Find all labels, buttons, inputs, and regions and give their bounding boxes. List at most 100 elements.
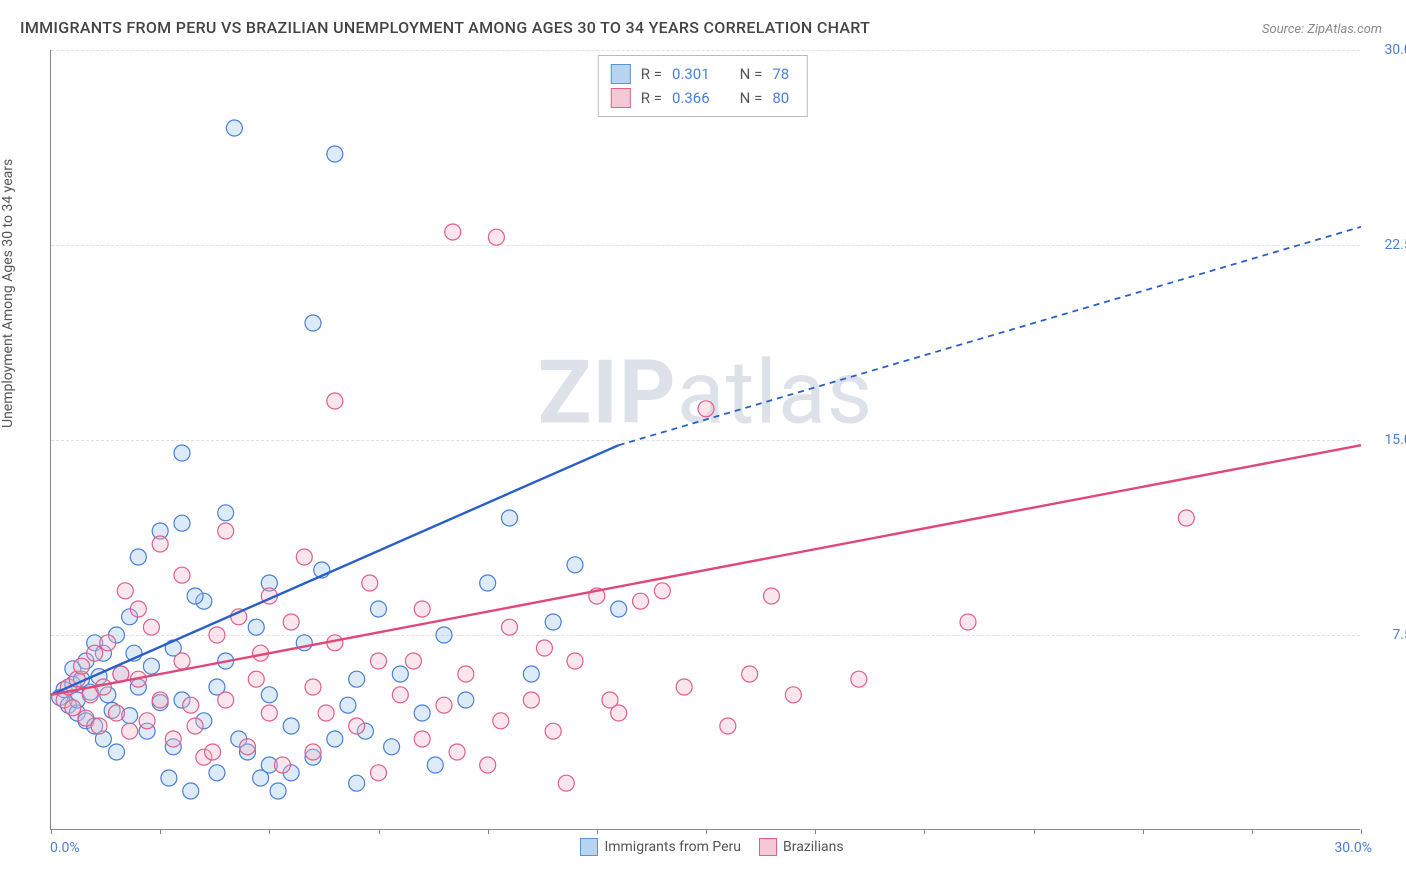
legend-label: Brazilians bbox=[783, 839, 844, 855]
data-point bbox=[545, 723, 561, 739]
data-point bbox=[87, 645, 103, 661]
data-point bbox=[327, 393, 343, 409]
data-point bbox=[480, 757, 496, 773]
data-point bbox=[414, 601, 430, 617]
y-tick-label: 7.5% bbox=[1392, 627, 1406, 643]
data-point bbox=[384, 739, 400, 755]
data-point bbox=[502, 510, 518, 526]
legend-swatch bbox=[611, 88, 631, 108]
data-point bbox=[283, 614, 299, 630]
data-point bbox=[283, 718, 299, 734]
trend-line bbox=[51, 445, 1361, 695]
x-tick-mark bbox=[160, 829, 161, 834]
data-point bbox=[1178, 510, 1194, 526]
data-point bbox=[143, 619, 159, 635]
data-point bbox=[445, 224, 461, 240]
data-point bbox=[248, 671, 264, 687]
data-point bbox=[536, 640, 552, 656]
data-point bbox=[187, 588, 203, 604]
data-point bbox=[720, 718, 736, 734]
y-tick-label: 22.5% bbox=[1384, 237, 1406, 253]
data-point bbox=[392, 687, 408, 703]
data-point bbox=[174, 515, 190, 531]
data-point bbox=[327, 731, 343, 747]
data-point bbox=[253, 770, 269, 786]
data-point bbox=[74, 658, 90, 674]
data-point bbox=[174, 653, 190, 669]
data-point bbox=[261, 687, 277, 703]
data-point bbox=[218, 692, 234, 708]
r-label: R = bbox=[641, 86, 662, 110]
r-label: R = bbox=[641, 62, 662, 86]
data-point bbox=[349, 718, 365, 734]
data-point bbox=[764, 588, 780, 604]
x-tick-mark bbox=[51, 829, 52, 834]
data-point bbox=[305, 315, 321, 331]
data-point bbox=[143, 658, 159, 674]
r-value: 0.366 bbox=[672, 86, 710, 110]
data-point bbox=[152, 692, 168, 708]
data-point bbox=[654, 583, 670, 599]
data-point bbox=[130, 549, 146, 565]
data-point bbox=[742, 666, 758, 682]
data-point bbox=[270, 783, 286, 799]
data-point bbox=[139, 713, 155, 729]
series-legend: Immigrants from PeruBrazilians bbox=[0, 838, 1406, 856]
x-tick-mark bbox=[1034, 829, 1035, 834]
data-point bbox=[152, 536, 168, 552]
data-point bbox=[218, 505, 234, 521]
data-point bbox=[349, 775, 365, 791]
data-point bbox=[567, 653, 583, 669]
data-point bbox=[296, 549, 312, 565]
data-point bbox=[117, 583, 133, 599]
data-point bbox=[161, 770, 177, 786]
data-point bbox=[436, 697, 452, 713]
data-point bbox=[371, 653, 387, 669]
data-point bbox=[209, 627, 225, 643]
data-point bbox=[493, 713, 509, 729]
data-point bbox=[371, 601, 387, 617]
data-point bbox=[676, 679, 692, 695]
x-tick-mark bbox=[1252, 829, 1253, 834]
trend-line-extrapolated bbox=[619, 227, 1361, 445]
x-tick-mark bbox=[1361, 829, 1362, 834]
x-tick-mark bbox=[706, 829, 707, 834]
data-point bbox=[183, 697, 199, 713]
data-point bbox=[633, 593, 649, 609]
data-point bbox=[327, 146, 343, 162]
data-point bbox=[174, 567, 190, 583]
data-point bbox=[205, 744, 221, 760]
data-point bbox=[611, 601, 627, 617]
stats-legend-row: R =0.301N =78 bbox=[611, 62, 789, 86]
data-point bbox=[558, 775, 574, 791]
data-point bbox=[502, 619, 518, 635]
data-point bbox=[449, 744, 465, 760]
y-axis-label: Unemployment Among Ages 30 to 34 years bbox=[0, 159, 16, 428]
data-point bbox=[458, 692, 474, 708]
data-point bbox=[209, 765, 225, 781]
chart-title: IMMIGRANTS FROM PERU VS BRAZILIAN UNEMPL… bbox=[20, 18, 870, 37]
data-point bbox=[91, 718, 107, 734]
data-point bbox=[405, 653, 421, 669]
legend-swatch bbox=[611, 64, 631, 84]
stats-legend-row: R =0.366N =80 bbox=[611, 86, 789, 110]
data-point bbox=[427, 757, 443, 773]
data-point bbox=[240, 739, 256, 755]
data-point bbox=[183, 783, 199, 799]
x-tick-mark bbox=[379, 829, 380, 834]
data-point bbox=[218, 523, 234, 539]
x-tick-mark bbox=[488, 829, 489, 834]
n-label: N = bbox=[740, 62, 763, 86]
data-point bbox=[851, 671, 867, 687]
y-tick-label: 15.0% bbox=[1384, 432, 1406, 448]
data-point bbox=[567, 557, 583, 573]
data-point bbox=[392, 666, 408, 682]
data-point bbox=[318, 705, 334, 721]
data-point bbox=[523, 692, 539, 708]
data-point bbox=[458, 666, 474, 682]
stats-legend: R =0.301N =78R =0.366N =80 bbox=[598, 55, 808, 117]
data-point bbox=[305, 679, 321, 695]
data-point bbox=[187, 718, 203, 734]
r-value: 0.301 bbox=[672, 62, 710, 86]
data-point bbox=[480, 575, 496, 591]
